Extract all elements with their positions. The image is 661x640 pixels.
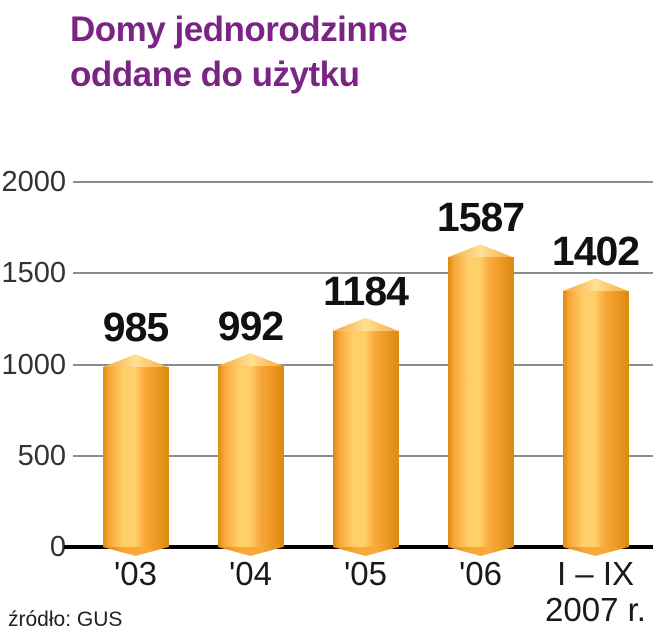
bar-value-label: 1587 (436, 194, 525, 241)
x-axis-label: '06 (458, 555, 502, 592)
chart-title-line2: oddane do użytku (70, 54, 360, 94)
source-note: źródło: GUS (8, 608, 123, 631)
bar (217, 352, 284, 556)
plot-area: 985 992 1184 1587 1402 (64, 181, 653, 556)
bar-top-face (447, 244, 514, 258)
x-axis-label: I – IX 2007 r. (545, 555, 646, 628)
bar-top-face (102, 354, 169, 368)
bar-value-label: 1184 (323, 267, 409, 314)
y-tick-label: 1000 (1, 348, 66, 381)
y-tick-label: 0 (49, 531, 66, 563)
y-tick-label: 2000 (1, 166, 66, 198)
bar-bottom-face (447, 547, 514, 556)
y-tick-label: 1500 (1, 257, 66, 290)
chart-title: Domy jednorodzinne oddane do użytku (70, 8, 408, 98)
bar-top-face (562, 278, 629, 292)
bar-top-face (217, 352, 284, 366)
bar-bottom-face (332, 547, 399, 556)
bar-bottom-face (102, 547, 169, 556)
bar (447, 244, 514, 556)
bar-value-label: 992 (217, 302, 284, 349)
bar (102, 354, 169, 556)
bar-bottom-face (562, 547, 629, 556)
chart-title-line1: Domy jednorodzinne (70, 10, 408, 49)
bar-front-face (217, 365, 284, 547)
bar-front-face (562, 291, 629, 547)
bar-value-label: 1402 (551, 228, 640, 275)
bar-front-face (332, 330, 399, 547)
gridline (73, 181, 653, 183)
bar-top-face (332, 317, 399, 331)
bar-bottom-face (217, 547, 284, 556)
bar-front-face (447, 257, 514, 547)
x-axis-label: '04 (228, 555, 272, 592)
y-axis: 0 500 1000 1500 2000 (0, 166, 66, 563)
bar (562, 278, 629, 556)
y-tick-label: 500 (17, 439, 66, 472)
x-axis-label: '03 (113, 555, 157, 592)
bar (332, 317, 399, 556)
x-axis-label: '05 (343, 555, 387, 592)
bar-front-face (102, 367, 169, 547)
bar-value-label: 985 (102, 304, 169, 351)
gridline (73, 272, 653, 275)
x-axis: '03 '04 '05 '06 I – IX 2007 r. (78, 556, 653, 636)
